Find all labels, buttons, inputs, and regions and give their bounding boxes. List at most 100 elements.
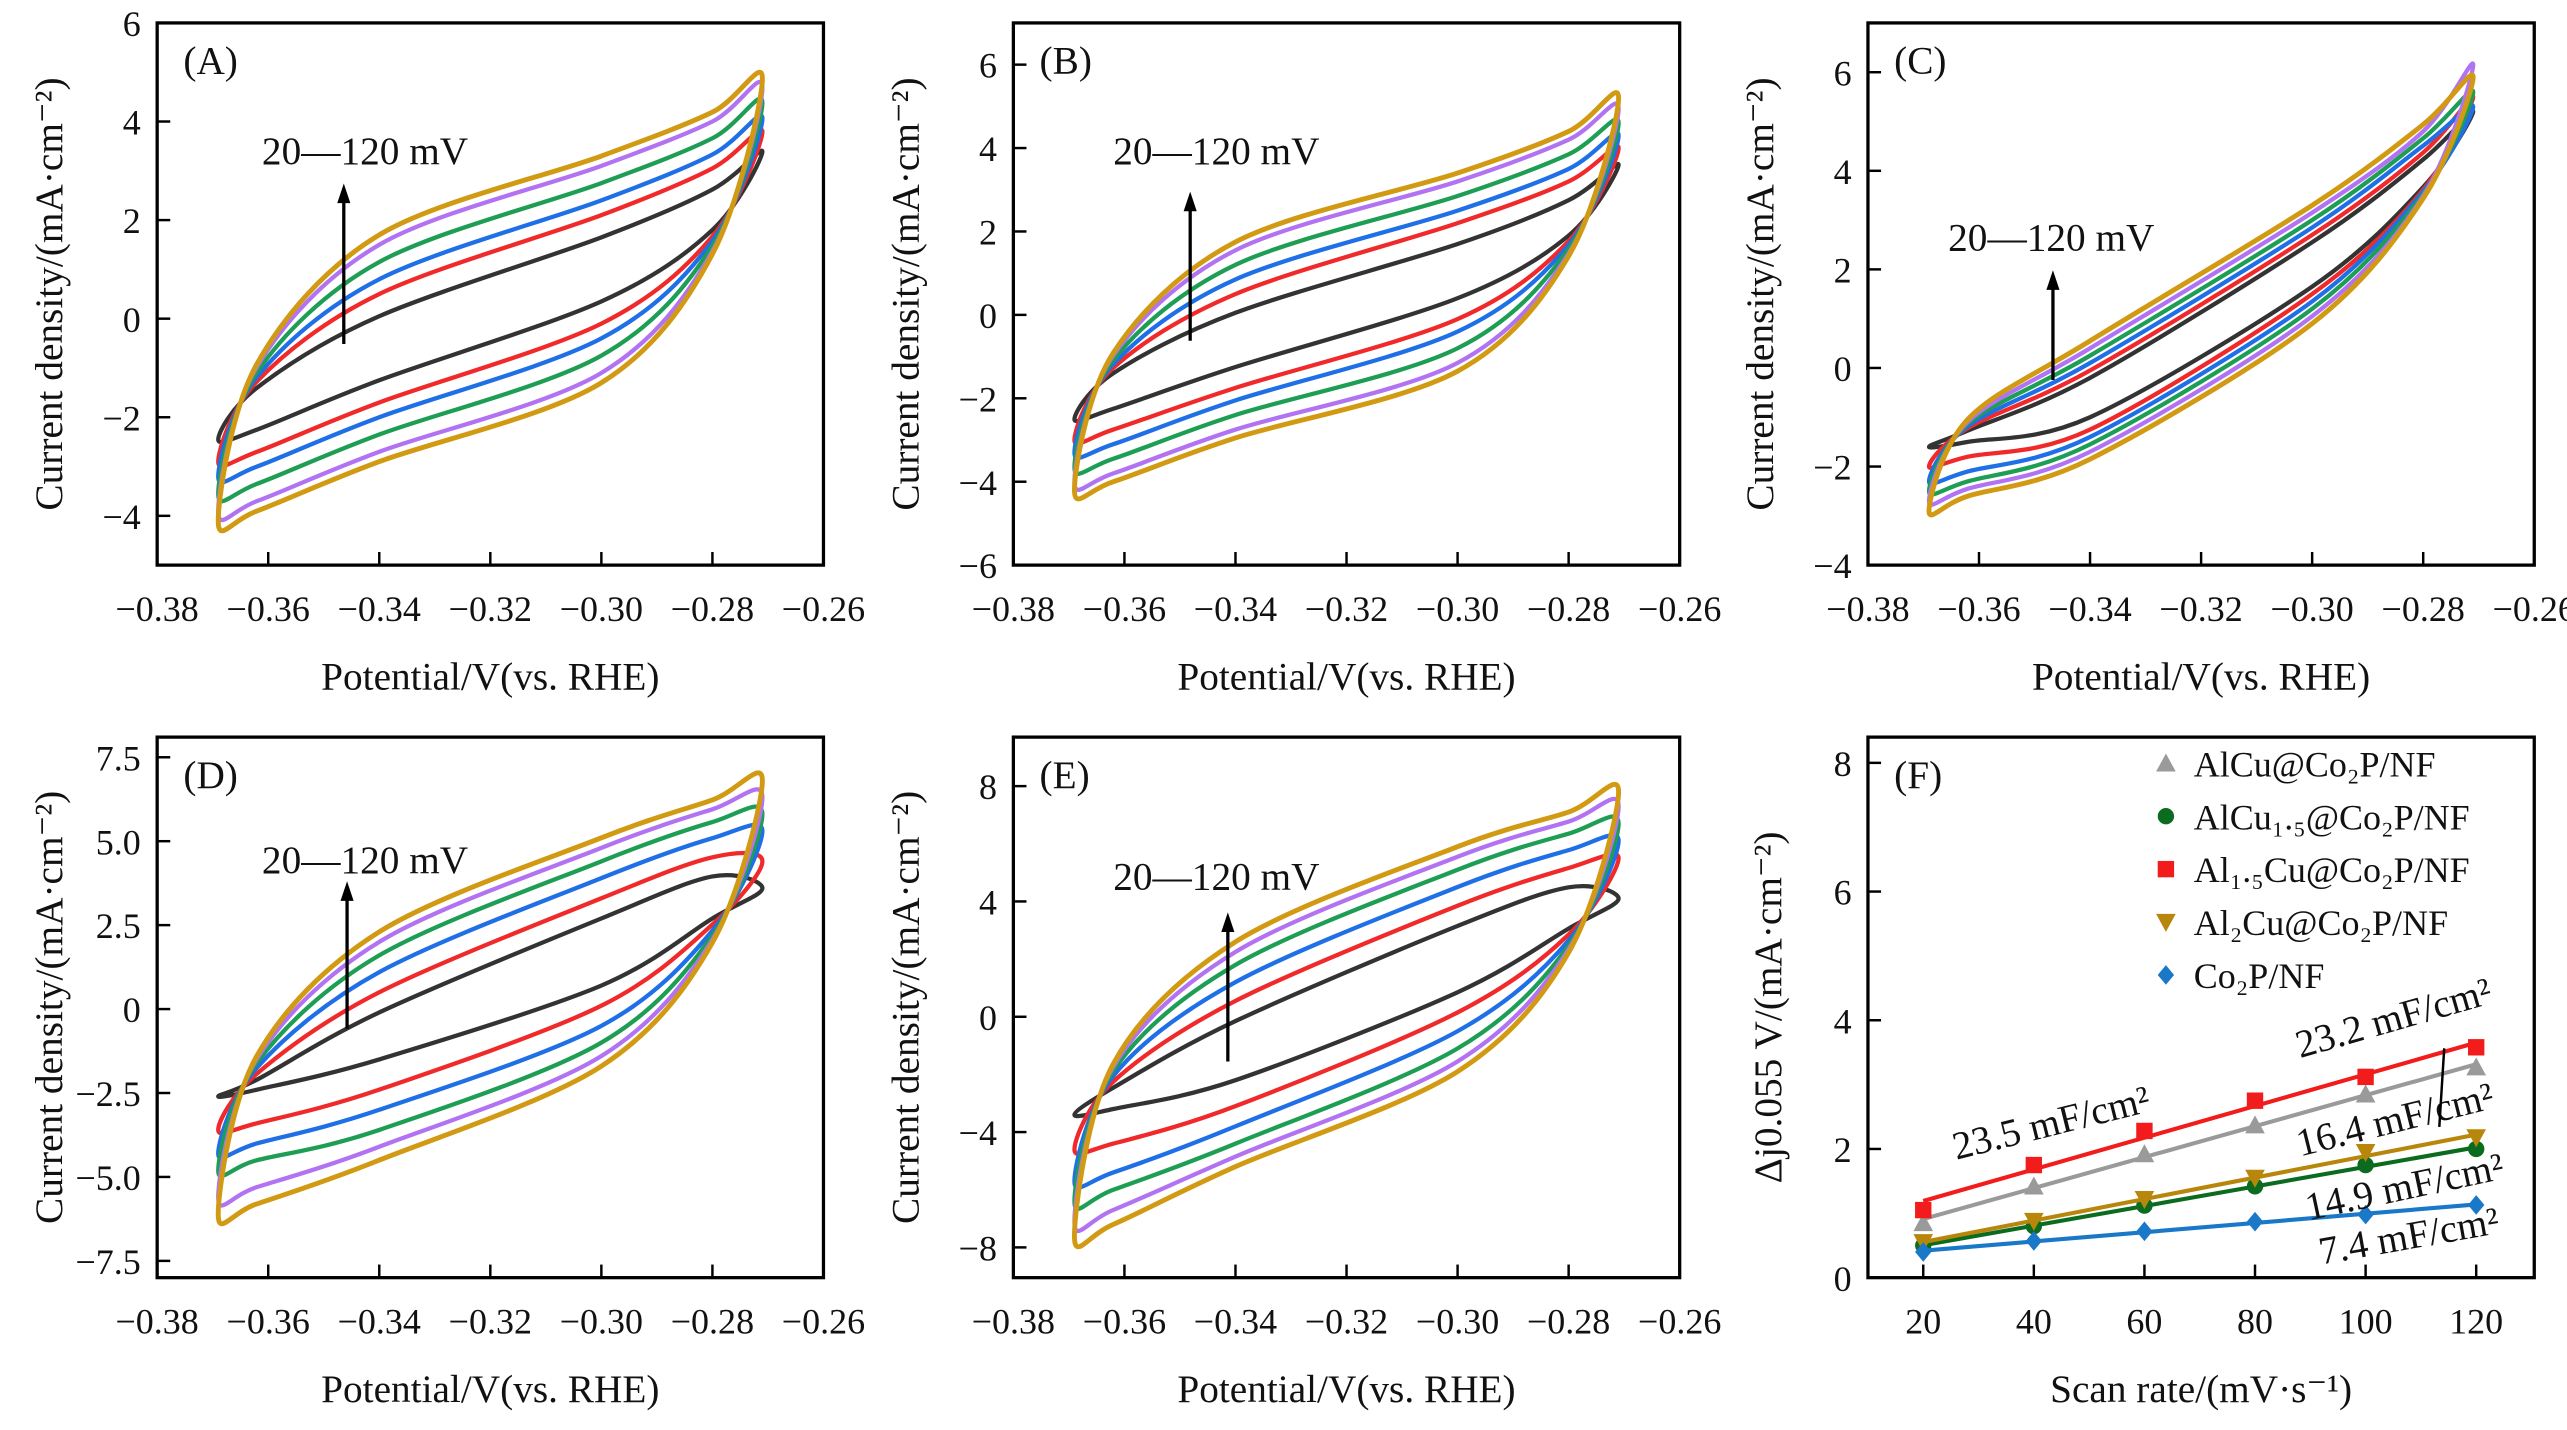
x-tick-label: −0.34 [2048, 589, 2131, 629]
y-tick-label: 4 [123, 103, 141, 143]
x-axis-title: Potential/V(vs. RHE) [1177, 655, 1515, 699]
data-point [2355, 1084, 2376, 1103]
y-tick-label: 0 [1834, 349, 1852, 389]
y-tick-label: 0 [123, 990, 141, 1030]
y-tick-label: −4 [959, 463, 997, 503]
y-tick-label: 6 [1834, 53, 1852, 93]
chart-panel-a: 20—120 mV−0.38 −0.36 −0.34 −0.32 −0.30 −0.28−… [27, 4, 865, 699]
cv-curve-100mv [1926, 61, 2476, 507]
y-axis-title: Current density/(mA·cm⁻²) [1738, 77, 1782, 510]
y-tick-label: −2 [102, 398, 140, 438]
x-tick-label: −0.30 [1416, 589, 1499, 629]
y-tick-label: 7.5 [96, 738, 141, 778]
x-tick-label: 20 [1905, 1301, 1941, 1341]
data-point [2025, 1156, 2043, 1174]
y-tick-label: 2 [1834, 250, 1852, 290]
data-point [2355, 1143, 2376, 1163]
data-point [2136, 1122, 2153, 1140]
x-tick-label: −0.38 [116, 1301, 199, 1341]
fit-line [1923, 1202, 2477, 1253]
x-tick-label: −0.32 [1305, 589, 1388, 629]
y-tick-label: 0 [123, 300, 141, 340]
legend-entry: Al₂Cu@Co₂P/NF [2194, 903, 2448, 943]
arrow-head-icon [1221, 912, 1235, 933]
scan-range-annotation: 20—120 mV [1113, 854, 1319, 898]
data-point [2136, 1221, 2153, 1242]
y-tick-label: 4 [1834, 1001, 1852, 1041]
scan-range-annotation: 20—120 mV [262, 129, 468, 173]
panel-label: (B) [1040, 39, 1092, 83]
y-tick-label: 0 [979, 998, 997, 1038]
y-tick-label: 0 [979, 296, 997, 336]
capacitance-annotation: 23.5 mF/cm² [1948, 1077, 2154, 1169]
x-tick-label: −0.30 [1416, 1301, 1499, 1341]
y-tick-label: 6 [979, 46, 997, 86]
y-tick-label: 2 [979, 213, 997, 253]
cv-curve-20mv [216, 148, 765, 445]
y-tick-label: 2.5 [96, 906, 141, 946]
x-tick-label: −0.28 [2382, 589, 2465, 629]
cv-curve-20mv [1072, 161, 1621, 424]
x-axis-title: Potential/V(vs. RHE) [2032, 655, 2370, 699]
x-tick-label: −0.28 [671, 589, 754, 629]
data-point [2468, 1140, 2485, 1158]
arrow-head-icon [2046, 270, 2060, 290]
x-tick-label: −0.32 [449, 1301, 532, 1341]
x-tick-label: −0.38 [1826, 589, 1909, 629]
y-tick-label: −2.5 [75, 1074, 140, 1114]
x-tick-label: −0.26 [1638, 1301, 1721, 1341]
data-point [1915, 1201, 1932, 1219]
y-tick-label: 8 [1834, 744, 1852, 784]
plot-frame [1866, 735, 2536, 1280]
legend-marker [2157, 860, 2175, 878]
x-tick-label: −0.32 [1305, 1301, 1388, 1341]
legend-marker [2157, 965, 2175, 985]
fit-line [1922, 1062, 2477, 1222]
cv-curve-40mv [1072, 144, 1621, 446]
x-tick-label: −0.28 [1527, 1301, 1610, 1341]
legend-entry: Co₂P/NF [2194, 956, 2325, 996]
x-tick-label: −0.36 [227, 1301, 310, 1341]
x-axis-title: Potential/V(vs. RHE) [1177, 1367, 1515, 1411]
x-tick-label: −0.28 [1527, 589, 1610, 629]
fit-line [1922, 1132, 2477, 1245]
x-tick-label: 100 [2339, 1301, 2393, 1341]
y-tick-label: −6 [959, 546, 997, 586]
x-tick-label: −0.26 [782, 589, 865, 629]
x-tick-label: −0.32 [449, 589, 532, 629]
x-tick-label: −0.36 [1083, 1301, 1166, 1341]
data-point [2466, 1057, 2487, 1076]
panel-label: (E) [1040, 753, 1090, 797]
y-tick-label: 4 [979, 129, 997, 169]
data-point [2025, 1231, 2043, 1251]
x-tick-label: −0.34 [1194, 589, 1277, 629]
x-tick-label: 40 [2016, 1301, 2052, 1341]
data-point [2245, 1115, 2265, 1134]
x-tick-label: 120 [2449, 1301, 2503, 1341]
chart-panel-e: 20—120 mV−0.38 −0.36 −0.34 −0.32 −0.30 −0.28−… [883, 735, 1721, 1411]
x-axis-title: Potential/V(vs. RHE) [321, 655, 659, 699]
plot-frame [1866, 21, 2536, 567]
cv-curve-120mv [1071, 782, 1622, 1250]
data-point [2024, 1212, 2044, 1231]
y-tick-label: 2 [1834, 1130, 1852, 1170]
cv-curve-60mv [216, 822, 765, 1161]
data-point [2024, 1176, 2044, 1195]
x-axis-title: Scan rate/(mV·s⁻¹) [2050, 1367, 2352, 1411]
panel-label: (D) [183, 753, 238, 797]
y-axis-title: Current density/(mA·cm⁻²) [27, 77, 71, 510]
cv-curve-40mv [216, 850, 765, 1136]
legend-marker [2156, 913, 2176, 932]
x-axis-title: Potential/V(vs. RHE) [321, 1367, 659, 1411]
cv-curve-120mv [1926, 72, 2476, 518]
panel-label: (A) [183, 39, 238, 83]
y-tick-label: −7.5 [75, 1242, 140, 1282]
x-tick-label: −0.30 [2270, 589, 2353, 629]
x-tick-label: −0.26 [782, 1301, 865, 1341]
x-tick-label: −0.36 [1083, 589, 1166, 629]
y-tick-label: −4 [1813, 546, 1851, 586]
y-tick-label: 2 [123, 201, 141, 241]
plot-frame [155, 21, 826, 567]
panel-label: (C) [1894, 39, 1946, 83]
